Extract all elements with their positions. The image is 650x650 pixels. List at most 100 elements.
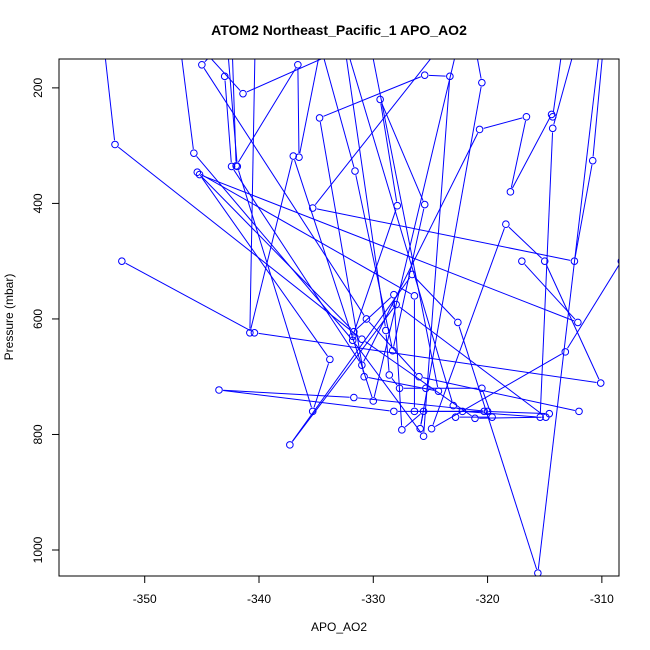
data-point [382,326,390,335]
series-line-segment [210,59,241,91]
series-line-segment [508,226,543,259]
data-point [420,71,429,79]
data-point [522,112,531,121]
series-line-segment [181,59,194,150]
data-point [575,407,583,416]
series-line-segment [482,392,492,414]
data-point [221,9,228,16]
data-point [289,152,298,160]
series-line-segment [537,59,599,569]
series-line-segment [399,306,543,416]
data-point [536,413,544,421]
x-tick-label: -340 [247,592,271,606]
data-point [308,407,317,416]
plot-frame [58,58,620,577]
data-point [475,125,484,134]
data-point [570,257,579,265]
series-line-segment [355,175,393,347]
series-line-segment [323,76,422,117]
data-point [471,414,479,423]
data-point [369,397,378,405]
series-line-segment [422,377,576,411]
series-5 [153,15,323,98]
data-point [326,355,334,364]
data-point [244,15,251,22]
data-point [480,407,488,416]
series-line-segment [346,59,386,327]
data-point [111,140,119,149]
data-point [215,386,223,394]
data-point [540,257,549,265]
series-line-segment [232,59,237,162]
data-point [506,188,515,196]
series-line-segment [201,177,328,357]
data-point [502,220,510,229]
series-line-segment [592,59,603,157]
x-axis-label: APO_AO2 [311,620,367,634]
series-11 [198,15,583,416]
series-line-segment [567,264,619,349]
data-point [422,384,430,393]
data-point [376,95,384,104]
series-line-segment [223,390,390,412]
x-tick-label: -320 [476,592,500,606]
data-point [451,413,460,421]
x-tick-label: -350 [133,592,157,606]
data-point [574,318,582,327]
data-point [286,441,294,449]
series-line-segment [223,389,350,398]
data-point [246,329,254,337]
data-point [563,15,570,22]
series-line-segment [250,160,293,329]
data-point [358,361,366,369]
series-line-segment [258,332,597,383]
series-line-segment [323,59,355,168]
data-point [220,72,229,81]
data-point [420,200,429,209]
data-point [398,426,406,434]
x-tick-label: -330 [361,592,385,606]
x-tick-label: -310 [590,592,614,606]
data-point [385,371,394,379]
series-line-segment [313,363,330,408]
data-point [588,156,597,165]
data-point [173,15,180,22]
series-line-segment [368,377,435,391]
data-point [118,257,126,265]
series-9 [220,15,570,369]
series-line-segment [476,59,482,79]
series-line-segment [238,170,312,408]
data-point [96,0,103,5]
series-line-segment [428,74,446,77]
data-point [488,413,496,421]
y-tick-label: 200 [31,78,45,98]
data-point [548,124,557,133]
data-point [483,407,492,416]
data-point [252,15,259,22]
data-point [198,60,206,69]
data-point [603,9,610,16]
data-point [454,318,462,327]
series-line-segment [391,377,398,386]
series-6 [193,59,554,434]
series-line-segment [524,263,576,320]
series-line-segment [297,68,300,154]
series-line-segment [432,227,505,425]
data-point [449,401,458,410]
data-point [336,4,343,11]
series-line-segment [456,407,460,410]
y-tick-label: 1000 [31,536,45,563]
series-line-segment [196,156,351,338]
series-2 [173,15,454,441]
data-point [308,204,317,212]
series-line-segment [368,321,417,374]
data-point [187,33,194,40]
series-line-segment [125,262,251,332]
series-line-segment [356,297,392,330]
series-line-segment [423,80,451,433]
data-point [548,112,557,121]
series-line-segment [237,68,297,163]
data-point [153,15,160,22]
series-12 [336,4,496,421]
plot-area [96,0,619,576]
